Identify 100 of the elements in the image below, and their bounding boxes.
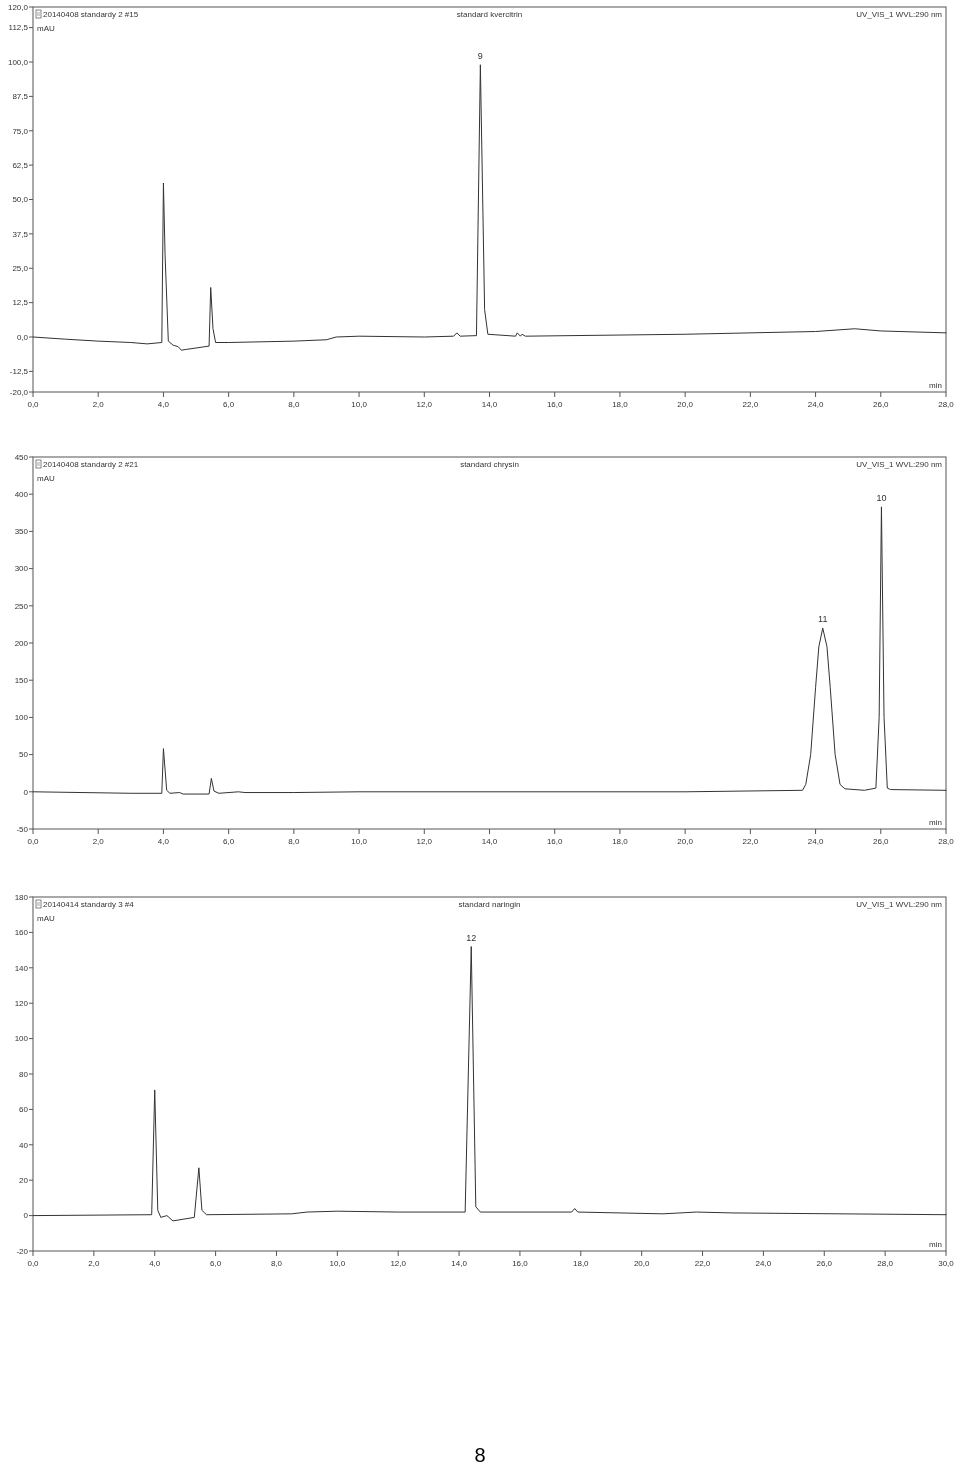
x-tick-label: 14,0: [451, 1259, 468, 1268]
x-tick-label: 18,0: [612, 837, 629, 846]
annotation: 11: [818, 614, 828, 625]
x-tick-label: 4,0: [157, 400, 170, 409]
line-series: [32, 506, 947, 795]
x-tick-label: 6,0: [223, 400, 235, 409]
y-tick-label: 20: [19, 1176, 29, 1185]
y-tick-label: 37,5: [12, 229, 29, 239]
x-tick-label: 28,0: [938, 400, 955, 409]
y-tick-label: 180: [14, 892, 29, 902]
y-tick-label: -20,0: [9, 387, 29, 397]
text: 8: [474, 1444, 486, 1466]
line-series: [32, 64, 947, 351]
annotation: UV_VIS_1 WVL:290 nm: [856, 460, 943, 469]
x-tick-label: 12,0: [416, 837, 433, 846]
y-tick-label: 400: [14, 490, 29, 499]
y-tick-label: 120,0: [7, 2, 29, 12]
x-tick-label: 4,0: [157, 837, 170, 846]
x-tick-label: 16,0: [546, 837, 564, 846]
y-axis-title: mAU: [37, 24, 55, 33]
x-tick-label: 10,0: [351, 400, 368, 409]
x-tick-label: 12,0: [390, 1259, 407, 1268]
y-tick-label: 112,5: [8, 23, 29, 33]
y-tick-label: 12,5: [12, 298, 29, 308]
x-tick-label: 20,0: [677, 400, 694, 409]
y-tick-label: 75,0: [12, 126, 29, 136]
y-tick-label: 60: [19, 1105, 29, 1115]
y-tick-label: 50,0: [12, 195, 29, 205]
x-tick-label: 10,0: [351, 837, 368, 846]
y-tick-label: 25,0: [12, 264, 29, 274]
x-tick-label: 8,0: [270, 1259, 283, 1268]
y-tick-label: 250: [14, 601, 29, 611]
x-tick-label: 26,0: [873, 837, 890, 846]
y-tick-label: -12,5: [9, 367, 29, 377]
y-tick-label: -20: [16, 1246, 29, 1256]
y-tick-label: 150: [14, 676, 29, 685]
y-tick-label: 140: [14, 963, 29, 973]
x-tick-label: 8,0: [288, 837, 300, 846]
x-tick-label: 28,0: [877, 1259, 894, 1268]
x-axis-title: min: [929, 381, 942, 390]
chart-subtitle: 20140414 standardy 3 #4: [43, 900, 135, 909]
y-tick-label: 40: [19, 1140, 29, 1150]
chart-subtitle: 20140408 standardy 2 #21: [43, 460, 139, 469]
y-axis-title: mAU: [37, 914, 55, 923]
y-tick-label: 160: [14, 928, 29, 938]
y-tick-label: 100: [14, 1034, 29, 1044]
y-tick-label: 0: [23, 787, 29, 797]
x-tick-label: 28,0: [938, 837, 955, 846]
x-tick-label: 16,0: [546, 400, 564, 409]
y-tick-label: 300: [14, 564, 29, 574]
x-tick-label: 22,0: [742, 400, 759, 409]
x-tick-label: 6,0: [223, 837, 235, 846]
x-tick-label: 16,0: [512, 1259, 529, 1268]
x-tick-label: 12,0: [416, 400, 433, 409]
y-tick-label: -50: [16, 824, 29, 834]
x-tick-label: 24,0: [755, 1259, 772, 1268]
line-series: [32, 946, 947, 1222]
y-tick-label: 0,0: [16, 332, 29, 342]
annotation: 12: [466, 932, 477, 943]
chart-title: standard chrysin: [460, 460, 519, 469]
x-tick-label: 20,0: [677, 837, 694, 846]
x-tick-label: 2,0: [88, 1259, 100, 1268]
y-tick-label: 450: [14, 452, 29, 462]
y-tick-label: 50: [19, 750, 29, 760]
chart-title: standard kvercitrin: [456, 10, 523, 19]
x-tick-label: 22,0: [742, 837, 759, 846]
x-tick-label: 2,0: [92, 837, 105, 846]
x-tick-label: 6,0: [210, 1259, 222, 1268]
y-axis-title: mAU: [37, 474, 55, 483]
x-tick-label: 24,0: [807, 400, 824, 409]
y-tick-label: 350: [14, 527, 29, 537]
chart-subtitle: 20140408 standardy 2 #15: [43, 10, 139, 19]
x-tick-label: 24,0: [807, 837, 824, 846]
x-tick-label: 8,0: [288, 400, 300, 409]
annotation: 10: [876, 492, 887, 503]
y-tick-label: 0: [23, 1211, 29, 1221]
x-tick-label: 26,0: [873, 400, 890, 409]
x-tick-label: 26,0: [816, 1259, 833, 1268]
x-tick-label: 22,0: [694, 1259, 711, 1268]
x-tick-label: 18,0: [573, 1259, 590, 1268]
x-tick-label: 2,0: [92, 400, 105, 409]
x-tick-label: 14,0: [481, 400, 498, 409]
y-tick-label: 87,5: [12, 92, 29, 102]
annotation: UV_VIS_1 WVL:290 nm: [856, 900, 943, 909]
x-tick-label: 20,0: [633, 1259, 650, 1268]
x-tick-label: 10,0: [329, 1259, 346, 1268]
x-tick-label: 30,0: [938, 1259, 955, 1268]
annotation: 9: [477, 50, 483, 61]
x-axis-title: min: [929, 818, 942, 827]
x-tick-label: 4,0: [149, 1259, 161, 1268]
chart-title: standard naringin: [458, 900, 521, 909]
y-tick-label: 100,0: [7, 57, 29, 67]
x-axis-title: min: [929, 1240, 942, 1249]
annotation: UV_VIS_1 WVL:290 nm: [856, 10, 943, 19]
y-tick-label: 120: [14, 999, 29, 1008]
y-tick-label: 200: [14, 638, 29, 648]
y-tick-label: 100: [14, 713, 29, 723]
x-tick-label: 14,0: [481, 837, 498, 846]
y-tick-label: 80: [19, 1069, 29, 1079]
y-tick-label: 62,5: [12, 160, 29, 170]
